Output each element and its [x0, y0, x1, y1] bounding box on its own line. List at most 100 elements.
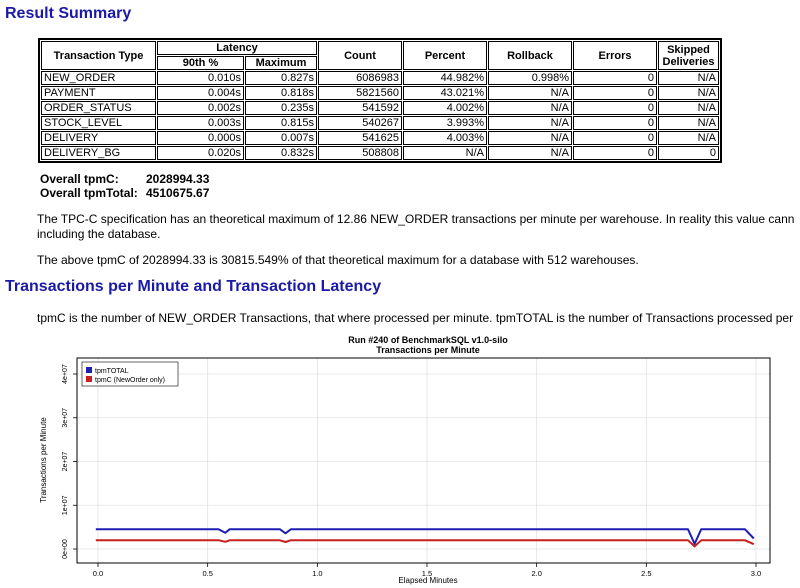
cell-p90: 0.020s	[157, 146, 244, 160]
cell-max: 0.818s	[245, 86, 317, 100]
overall-tpmtotal: Overall tpmTotal: 4510675.67	[40, 186, 209, 200]
overall-tpmc-value: 2028994.33	[146, 172, 210, 186]
cell-percent: 43.021%	[403, 86, 487, 100]
x-tick-label: 0.5	[202, 569, 212, 578]
cell-skipped: N/A	[658, 86, 719, 100]
cell-percent: 44.982%	[403, 71, 487, 85]
overall-tpmtotal-value: 4510675.67	[146, 186, 210, 200]
cell-skipped: N/A	[658, 131, 719, 145]
col-skipped: Skipped Deliveries	[658, 41, 719, 70]
y-axis-label: Transactions per Minute	[39, 417, 48, 503]
tpmc-percent-paragraph: The above tpmC of 2028994.33 is 30815.54…	[37, 253, 639, 267]
table-row: DELIVERY 0.000s 0.007s 541625 4.003% N/A…	[41, 131, 719, 145]
col-percent: Percent	[403, 41, 487, 70]
cell-rollback: 0.998%	[488, 71, 572, 85]
cell-errors: 0	[573, 101, 657, 115]
chart-grid	[77, 358, 770, 563]
col-latency: Latency	[157, 41, 317, 55]
y-axis-ticks: 0e+00 1e+07 2e+07 3e+07 4e+07	[62, 364, 77, 559]
legend-swatch-tpmtotal	[86, 367, 92, 373]
cell-errors: 0	[573, 86, 657, 100]
x-tick-label: 1.0	[312, 569, 322, 578]
legend-swatch-tpmc	[86, 376, 92, 382]
cell-p90: 0.010s	[157, 71, 244, 85]
cell-count: 541625	[318, 131, 402, 145]
legend-box	[81, 361, 179, 387]
col-rollback: Rollback	[488, 41, 572, 70]
cell-rollback: N/A	[488, 116, 572, 130]
table-row: PAYMENT 0.004s 0.818s 5821560 43.021% N/…	[41, 86, 719, 100]
chart-series	[95, 528, 755, 548]
cell-errors: 0	[573, 146, 657, 160]
cell-type: NEW_ORDER	[41, 71, 156, 85]
x-tick-label: 2.0	[531, 569, 541, 578]
cell-count: 541592	[318, 101, 402, 115]
y-tick-label: 4e+07	[62, 364, 69, 384]
table-row: ORDER_STATUS 0.002s 0.235s 541592 4.002%…	[41, 101, 719, 115]
cell-rollback: N/A	[488, 86, 572, 100]
x-tick-label: 2.5	[641, 569, 651, 578]
col-90th: 90th %	[157, 56, 244, 70]
col-maximum: Maximum	[245, 56, 317, 70]
cell-p90: 0.004s	[157, 86, 244, 100]
cell-p90: 0.003s	[157, 116, 244, 130]
overall-tpmtotal-label: Overall tpmTotal:	[40, 186, 138, 200]
cell-count: 6086983	[318, 71, 402, 85]
cell-type: STOCK_LEVEL	[41, 116, 156, 130]
overall-tpmc-label: Overall tpmC:	[40, 172, 119, 186]
tpm-section-heading: Transactions per Minute and Transaction …	[5, 278, 382, 295]
cell-rollback: N/A	[488, 131, 572, 145]
cell-percent: 4.003%	[403, 131, 487, 145]
chart-subtitle: Transactions per Minute	[376, 345, 480, 355]
x-axis-ticks: 0.0 0.5 1.0 1.5 2.0 2.5 3.0	[93, 563, 761, 578]
cell-max: 0.007s	[245, 131, 317, 145]
y-tick-label: 2e+07	[62, 452, 69, 472]
cell-skipped: N/A	[658, 116, 719, 130]
cell-count: 508808	[318, 146, 402, 160]
table-subheader-row: 90th % Maximum	[41, 56, 719, 70]
table-row: NEW_ORDER 0.010s 0.827s 6086983 44.982% …	[41, 71, 719, 85]
theoretical-max-paragraph: The TPC-C specification has an theoretic…	[37, 212, 794, 242]
cell-errors: 0	[573, 116, 657, 130]
x-tick-label: 1.5	[422, 569, 432, 578]
x-axis-label: Elapsed Minutes	[398, 576, 457, 585]
y-tick-label: 0e+00	[62, 539, 69, 559]
table-row: DELIVERY_BG 0.020s 0.832s 508808 N/A N/A…	[41, 146, 719, 160]
cell-skipped: N/A	[658, 101, 719, 115]
cell-type: PAYMENT	[41, 86, 156, 100]
y-tick-label: 3e+07	[62, 408, 69, 428]
plot-frame	[76, 357, 771, 564]
cell-percent: 4.002%	[403, 101, 487, 115]
chart-legend: tpmTOTAL tpmC (NewOrder only)	[81, 361, 179, 387]
y-tick-label: 1e+07	[62, 495, 69, 515]
cell-type: DELIVERY_BG	[41, 146, 156, 160]
cell-type: ORDER_STATUS	[41, 101, 156, 115]
result-summary-body: NEW_ORDER 0.010s 0.827s 6086983 44.982% …	[41, 71, 719, 160]
col-errors: Errors	[573, 41, 657, 70]
cell-rollback: N/A	[488, 101, 572, 115]
x-tick-label: 0.0	[93, 569, 103, 578]
overall-tpmc: Overall tpmC: 2028994.33	[40, 172, 209, 186]
col-transaction-type: Transaction Type	[41, 41, 156, 70]
table-row: STOCK_LEVEL 0.003s 0.815s 540267 3.993% …	[41, 116, 719, 130]
cell-percent: 3.993%	[403, 116, 487, 130]
cell-max: 0.235s	[245, 101, 317, 115]
legend-label-tpmtotal: tpmTOTAL	[95, 368, 129, 375]
x-tick-label: 3.0	[751, 569, 761, 578]
cell-skipped: 0	[658, 146, 719, 160]
result-summary-table: Transaction Type Latency Count Percent R…	[38, 38, 722, 163]
legend-label-tpmc: tpmC (NewOrder only)	[95, 377, 165, 384]
cell-errors: 0	[573, 71, 657, 85]
cell-percent: N/A	[403, 146, 487, 160]
cell-type: DELIVERY	[41, 131, 156, 145]
cell-skipped: N/A	[658, 71, 719, 85]
theoretical-max-line2: including the database.	[37, 227, 161, 241]
chart-title: Run #240 of BenchmarkSQL v1.0-silo	[348, 335, 508, 345]
tpm-chart: Run #240 of BenchmarkSQL v1.0-silo Trans…	[39, 335, 771, 585]
tpm-description: tpmC is the number of NEW_ORDER Transact…	[37, 311, 794, 325]
col-count: Count	[318, 41, 402, 70]
cell-max: 0.832s	[245, 146, 317, 160]
cell-count: 5821560	[318, 86, 402, 100]
cell-max: 0.827s	[245, 71, 317, 85]
table-header-row: Transaction Type Latency Count Percent R…	[41, 41, 719, 70]
